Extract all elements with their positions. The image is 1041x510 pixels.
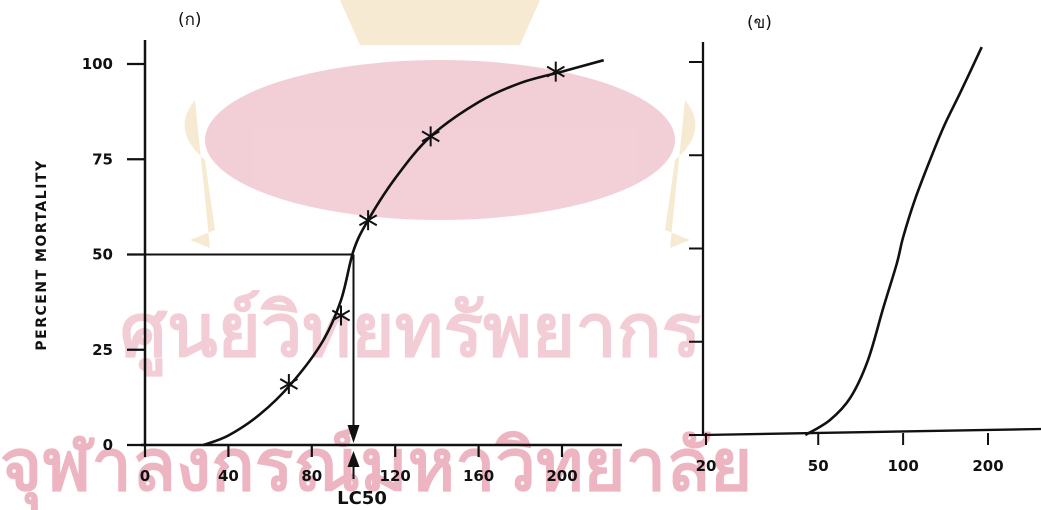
x-tick-label: 160 [463, 467, 494, 485]
lc50-down-arrow [347, 425, 360, 443]
seal-tassel-right [665, 100, 696, 248]
y-tick-label: 50 [92, 246, 113, 264]
panel-a-label: (ก) [178, 10, 202, 30]
chart-panel-a: (ก) PERCENT MORTALITY 0 25 50 75 100 0 40 80 120… [34, 10, 622, 509]
data-point-marker [279, 374, 299, 395]
seal-crown [340, 0, 540, 45]
marker-stroke [421, 130, 440, 143]
watermark-line-1: ศูนย์วิทยทรัพยากร [120, 288, 702, 377]
panel-a-points [279, 61, 565, 395]
mortality-curve [202, 58, 605, 447]
panel-b-x-tick-label: 100 [887, 457, 918, 475]
y-tick-label: 25 [92, 341, 113, 359]
marker-stroke [331, 309, 351, 322]
chart-panel-b: (ข) 20 50 100 200 [689, 13, 1041, 475]
x-tick-label: 200 [546, 467, 577, 485]
marker-stroke [358, 214, 378, 227]
seal-cushion [205, 60, 675, 220]
panel-b-x-axis [702, 427, 1041, 437]
panel-a-axes: 0 25 50 75 100 0 40 80 120 160 200 [82, 40, 622, 485]
seal-tassel-left [184, 100, 215, 248]
panel-b-x-tick-label: 200 [972, 457, 1003, 475]
y-tick-label: 100 [82, 55, 113, 73]
data-point-marker [546, 61, 565, 82]
panel-b-x-tick-label: 20 [696, 457, 717, 475]
x-tick-label: 40 [218, 467, 239, 485]
lc50-label: LC50 [337, 488, 387, 509]
lc50-indicator [145, 253, 360, 479]
lc50-up-arrow [347, 451, 360, 467]
data-point-marker [331, 305, 351, 326]
panel-b-axes: 20 50 100 200 [689, 42, 1041, 475]
log-scale-curve [804, 46, 983, 437]
x-tick-label: 0 [140, 467, 150, 485]
data-point-marker [421, 126, 440, 147]
x-tick-label: 80 [301, 467, 322, 485]
marker-stroke [546, 65, 565, 78]
y-axis-label: PERCENT MORTALITY [34, 159, 50, 350]
marker-stroke [279, 378, 299, 390]
panel-b-label: (ข) [747, 13, 772, 33]
panel-b-x-tick-label: 50 [808, 457, 829, 475]
x-tick-label: 120 [380, 467, 411, 485]
watermark-seal [184, 0, 696, 248]
panel-b-curve [804, 46, 983, 437]
panel-a-curve [202, 58, 605, 447]
y-tick-label: 0 [103, 436, 113, 454]
y-tick-label: 75 [92, 150, 113, 168]
watermark-line-2: จุฬาลงกรณ์มหาวิทยาลัย [0, 423, 752, 510]
data-point-marker [358, 210, 378, 231]
